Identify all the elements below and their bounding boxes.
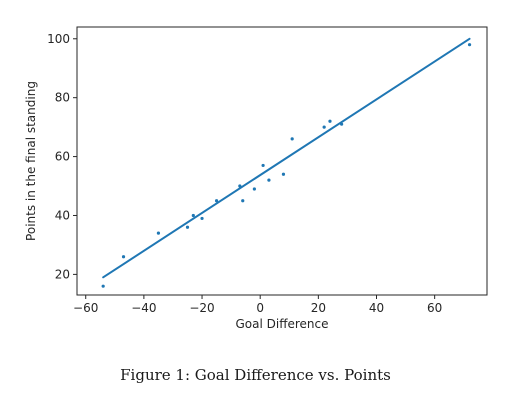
y-axis-ticks: 20 40 60 80 100 [47,32,77,281]
x-axis-ticks: −60 −40 −20 0 20 40 60 [73,295,442,315]
plot-frame [76,26,488,296]
y-tick-label: 20 [55,267,70,281]
data-point [261,163,265,168]
plot-area [76,26,488,296]
x-tick-label: −60 [73,301,98,315]
data-point [281,172,286,176]
x-tick-label: 40 [369,301,384,315]
x-tick-label: 20 [311,301,326,315]
regression-line-layer [102,37,471,279]
data-point [340,122,344,126]
figure-caption: Figure 1: Goal Difference vs. Points [120,366,391,384]
data-point [467,43,472,47]
data-point [185,225,190,229]
data-points [101,43,472,288]
y-tick-label: 100 [47,32,70,46]
x-axis-label: Goal Difference [235,317,328,331]
x-tick-label: −40 [131,301,156,315]
y-axis-label: Points in the final standing [24,81,38,241]
y-tick-label: 60 [55,150,70,164]
y-tick-label: 80 [55,91,70,105]
data-point [101,284,105,288]
data-point [328,119,332,123]
data-point [214,199,219,203]
data-point [200,216,204,221]
data-point [290,137,294,141]
data-point [252,187,256,191]
regression-line [102,37,471,279]
data-point [267,178,271,182]
x-tick-label: 60 [427,301,442,315]
scatter-chart: −60 −40 −20 0 20 40 60 20 40 60 80 100 Goal Differ… [24,26,488,331]
x-tick-label: −20 [189,301,214,315]
data-point [156,231,161,235]
data-point [241,199,245,203]
y-tick-label: 40 [55,208,70,222]
data-point [322,125,326,129]
data-point [238,184,242,188]
x-tick-label: 0 [256,301,264,315]
data-point [191,213,195,218]
data-point [121,255,126,259]
